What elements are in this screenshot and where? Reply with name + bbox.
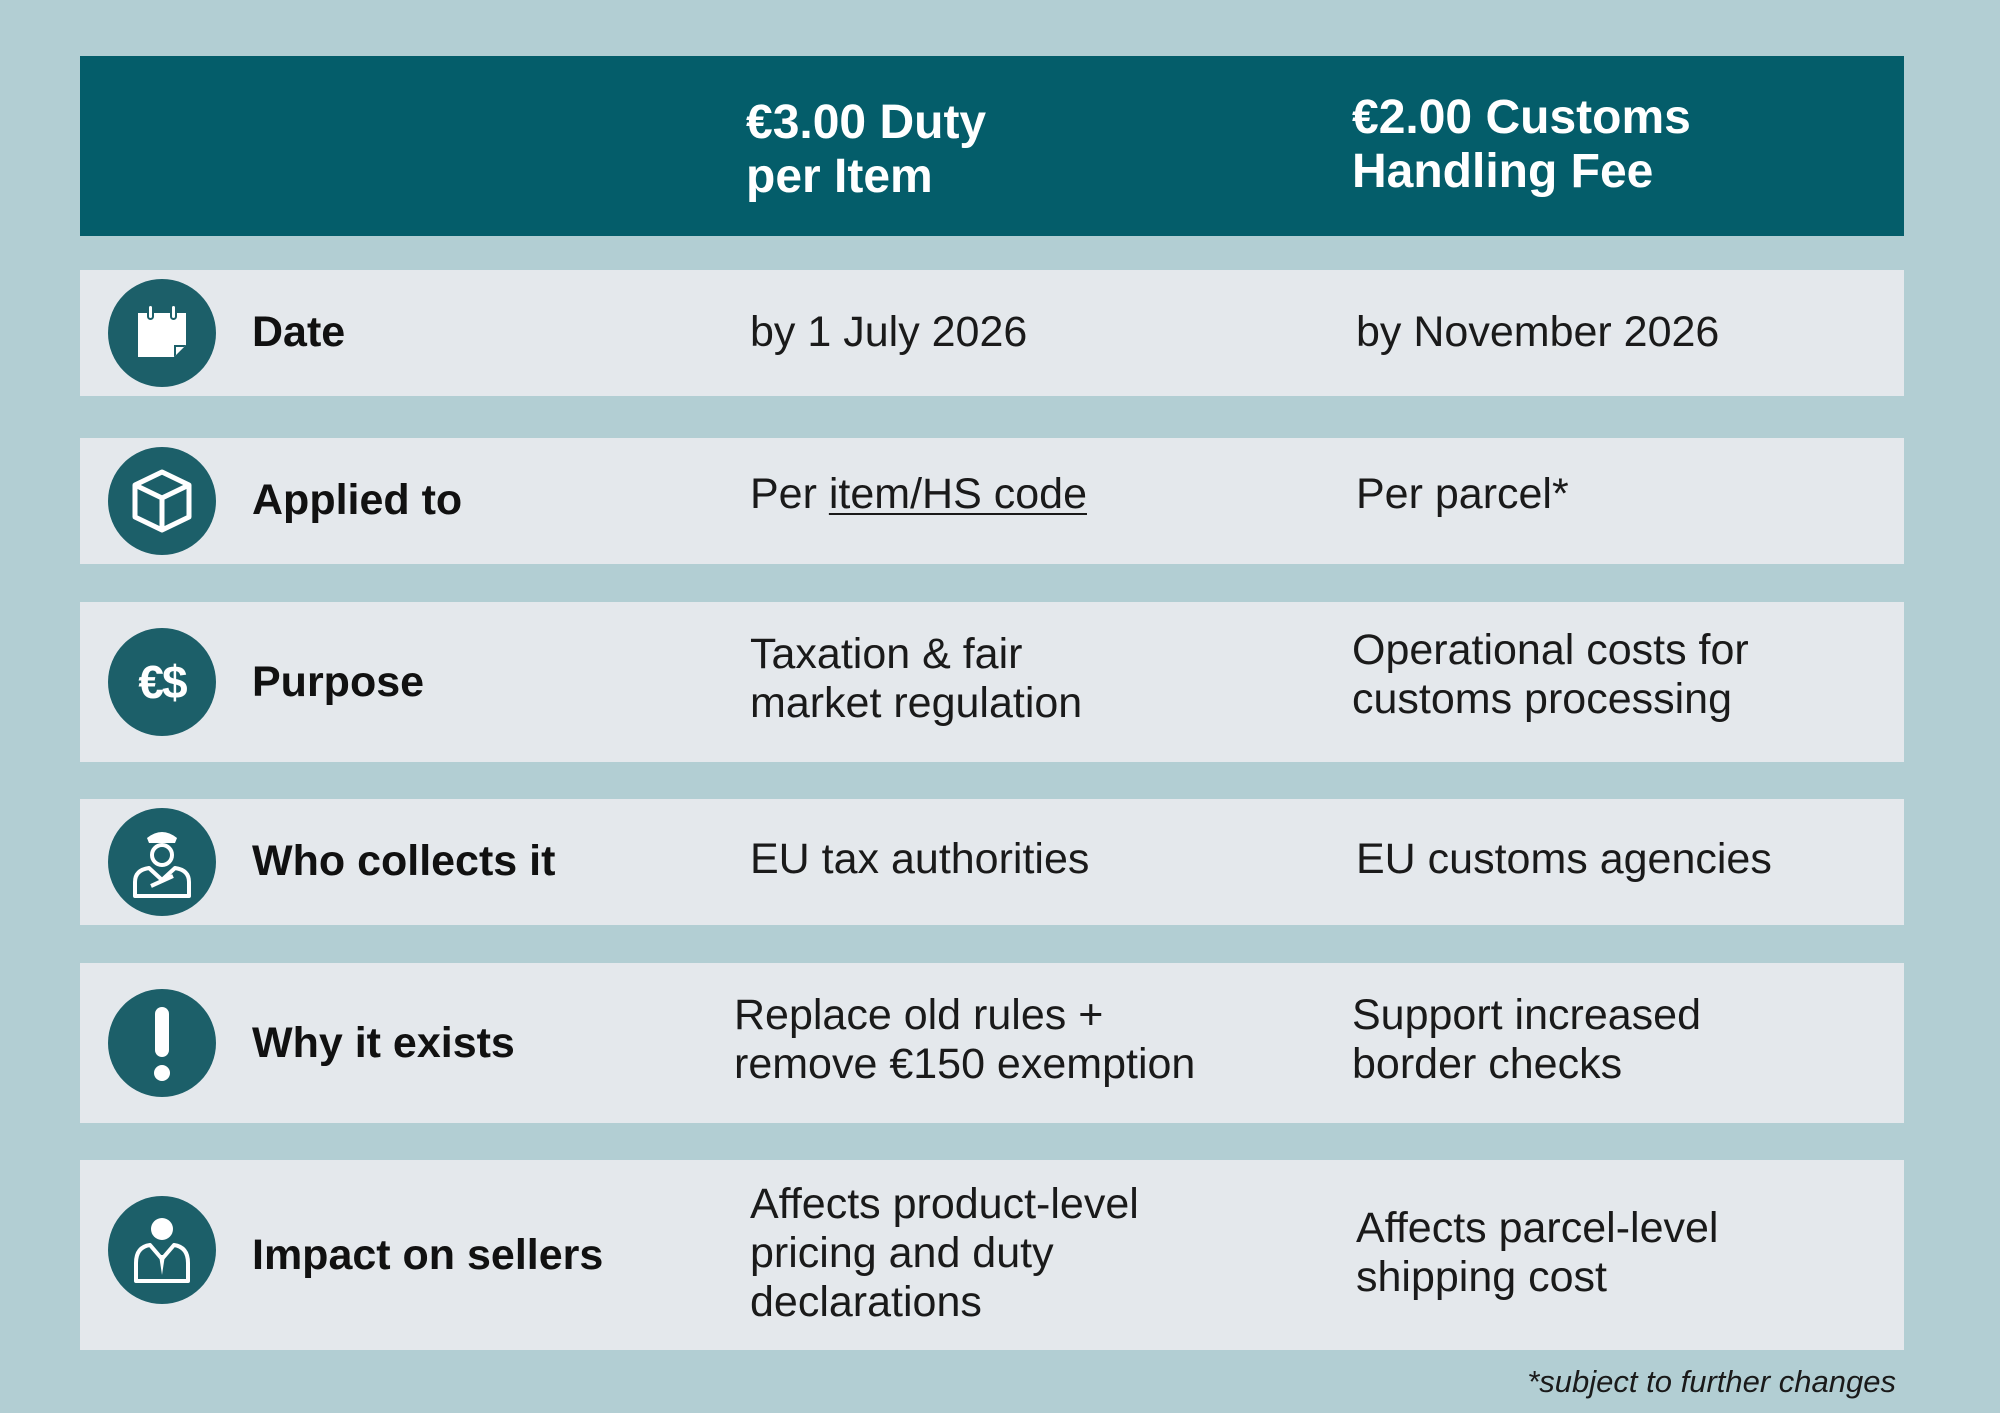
exclamation-icon (108, 989, 216, 1097)
hs-code-link[interactable]: item/HS code (828, 470, 1087, 518)
row-label-impact: Impact on sellers (252, 1231, 604, 1279)
calendar-icon (108, 279, 216, 387)
fee-reason: Support increased border checks (1352, 991, 1701, 1088)
currency-icon: €$ (108, 628, 216, 736)
fee-collector: EU customs agencies (1356, 835, 1772, 883)
box-icon (108, 447, 216, 555)
duty-purpose: Taxation & fair market regulation (750, 630, 1083, 727)
footnote: *subject to further changes (1527, 1364, 1896, 1399)
fee-purpose: Operational costs for customs processing (1352, 626, 1749, 723)
duty-reason: Replace old rules + remove €150 exemptio… (734, 991, 1196, 1088)
row-label-date: Date (252, 308, 346, 356)
table-row-impact: Impact on sellers Affects product-level … (80, 1160, 1904, 1350)
table-row-purpose: €$ Purpose Taxation & fair market regula… (80, 602, 1904, 762)
duty-impact: Affects product-level pricing and duty d… (750, 1180, 1139, 1326)
table-header: €3.00 Duty per Item €2.00 Customs Handli… (80, 56, 1904, 236)
row-label-why-exists: Why it exists (252, 1019, 515, 1067)
column-header-duty: €3.00 Duty per Item (746, 96, 987, 203)
duty-date: by 1 July 2026 (750, 308, 1028, 356)
customs-officer-icon (108, 808, 216, 916)
fee-impact: Affects parcel-level shipping cost (1356, 1204, 1719, 1301)
duty-collector: EU tax authorities (750, 835, 1090, 883)
row-label-applied-to: Applied to (252, 476, 463, 524)
row-label-purpose: Purpose (252, 658, 425, 706)
row-label-who-collects: Who collects it (252, 837, 556, 885)
duty-applied-to: Per item/HS code (750, 470, 1087, 518)
table-row-who-collects: Who collects it EU tax authorities EU cu… (80, 799, 1904, 925)
column-header-handling-fee: €2.00 Customs Handling Fee (1352, 91, 1691, 198)
fee-date: by November 2026 (1356, 308, 1720, 356)
table-row-why-exists: Why it exists Replace old rules + remove… (80, 963, 1904, 1123)
table-row-applied-to: Applied to Per item/HS code Per parcel* (80, 438, 1904, 564)
table-row-date: Date by 1 July 2026 by November 2026 (80, 270, 1904, 396)
seller-icon (108, 1196, 216, 1304)
fee-applied-to: Per parcel* (1356, 470, 1569, 518)
